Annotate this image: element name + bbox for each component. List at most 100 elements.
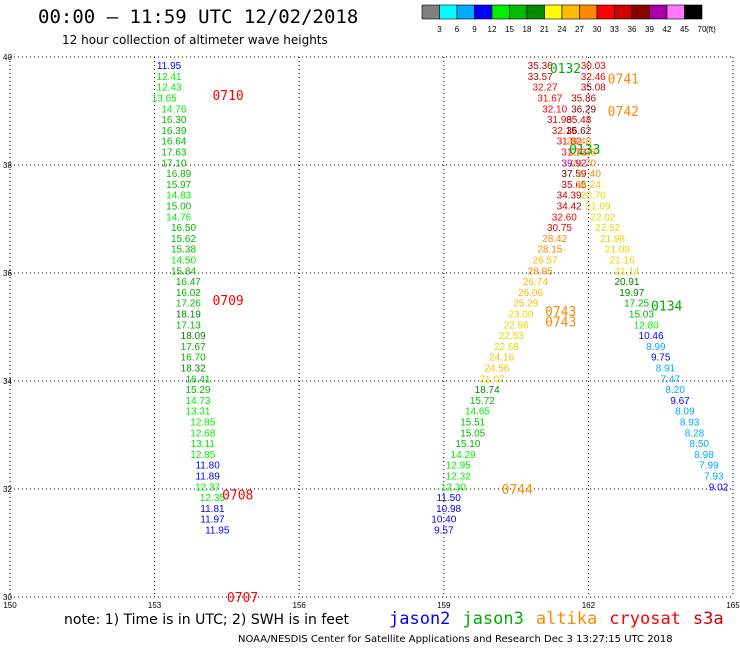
wave-height-value: 18.19 xyxy=(176,310,201,321)
wave-height-value: 30.03 xyxy=(581,61,606,72)
wave-height-value: 15.38 xyxy=(171,245,196,256)
wave-height-value: 13.31 xyxy=(185,407,210,418)
wave-height-value: 12.80 xyxy=(634,320,659,331)
wave-height-value: 21.14 xyxy=(614,266,639,277)
legend-entry: jason2 xyxy=(389,609,451,629)
colorbar-label: 6 xyxy=(455,25,460,34)
wave-height-value: 35.86 xyxy=(571,94,596,105)
wave-height-value: 16.89 xyxy=(166,169,191,180)
wave-height-value: 8.28 xyxy=(685,428,705,439)
legend-entry: cryosat xyxy=(609,609,681,629)
wave-height-value: 12.41 xyxy=(157,72,182,83)
x-tick-label: 150 xyxy=(3,601,17,610)
wave-height-value: 22.02 xyxy=(590,212,615,223)
pass-label: 0134 xyxy=(651,299,682,314)
wave-height-value: 10.46 xyxy=(639,331,664,342)
wave-height-value: 28.15 xyxy=(537,245,562,256)
footer-note: note: 1) Time is in UTC; 2) SWH is in fe… xyxy=(64,612,350,628)
wave-height-value: 29.70 xyxy=(571,158,596,169)
wave-height-value: 9.02 xyxy=(709,482,729,493)
wave-height-value: 11.95 xyxy=(205,526,230,537)
colorbar-label: 24 xyxy=(558,25,567,34)
wave-height-value: 21.07 xyxy=(479,374,504,385)
wave-height-value: 8.99 xyxy=(646,342,666,353)
colorbar-label: 39 xyxy=(645,25,654,34)
wave-height-value: 9.57 xyxy=(434,526,454,537)
wave-height-value: 7.93 xyxy=(704,472,724,483)
wave-height-value: 16.64 xyxy=(161,137,186,148)
wave-height-value: 15.05 xyxy=(460,428,485,439)
wave-height-value: 11.80 xyxy=(195,461,220,472)
wave-height-value: 13.11 xyxy=(191,439,216,450)
wave-height-value: 17.63 xyxy=(161,148,186,159)
wave-height-value: 17.10 xyxy=(161,158,186,169)
y-tick-label: 30 xyxy=(3,593,12,602)
colorbar-label: 36 xyxy=(628,25,637,34)
wave-height-value: 12.85 xyxy=(190,450,215,461)
wave-height-value: 15.97 xyxy=(166,180,191,191)
wave-height-value: 10.40 xyxy=(431,515,456,526)
wave-height-value: 7.99 xyxy=(699,461,719,472)
wave-height-value: 36.62 xyxy=(566,126,591,137)
wave-height-value: 13.65 xyxy=(152,94,177,105)
wave-height-value: 26.74 xyxy=(523,277,548,288)
legend: jason2 jason3 altika cryosat s3a xyxy=(389,609,736,629)
wave-height-value: 11.50 xyxy=(436,493,461,504)
wave-height-value: 15.03 xyxy=(629,310,654,321)
wave-height-value: 17.67 xyxy=(181,342,206,353)
wave-height-value: 15.51 xyxy=(460,418,485,429)
wave-height-value: 35.36 xyxy=(528,61,553,72)
wave-height-value: 26.57 xyxy=(533,256,558,267)
pass-label: 0707 xyxy=(227,591,258,606)
colorbar-unit: (ft) xyxy=(706,25,716,34)
wave-height-value: 14.50 xyxy=(171,256,196,267)
wave-height-value: 15.84 xyxy=(171,266,196,277)
colorbar-label: 9 xyxy=(472,25,477,34)
wave-height-value: 24.16 xyxy=(489,353,514,364)
wave-height-value: 16.50 xyxy=(171,223,196,234)
wave-height-value: 32.15 xyxy=(552,126,577,137)
wave-height-value: 12.32 xyxy=(446,472,471,483)
wave-height-value: 11.89 xyxy=(195,472,220,483)
wave-height-value: 21.16 xyxy=(610,256,635,267)
wave-height-value: 14.29 xyxy=(451,450,476,461)
wave-height-value: 8.09 xyxy=(675,407,695,418)
colorbar-label: 30 xyxy=(593,25,602,34)
wave-height-value: 15.29 xyxy=(185,385,210,396)
wave-height-value: 34.42 xyxy=(557,202,582,213)
wave-height-value: 14.76 xyxy=(166,212,191,223)
wave-height-value: 16.70 xyxy=(181,353,206,364)
wave-height-value: 31.67 xyxy=(537,94,562,105)
y-tick-label: 40 xyxy=(3,53,12,62)
wave-height-value: 14.83 xyxy=(166,191,191,202)
y-tick-label: 32 xyxy=(3,485,12,494)
wave-height-value: 10.98 xyxy=(436,504,461,515)
wave-height-value: 35.08 xyxy=(581,83,606,94)
wave-height-value: 14.65 xyxy=(465,407,490,418)
pass-label: 0743 xyxy=(545,316,576,331)
x-tick-label: 156 xyxy=(293,601,307,610)
wave-height-value: 15.62 xyxy=(171,234,196,245)
wave-height-value: 26.06 xyxy=(518,288,543,299)
wave-height-value: 31.96 xyxy=(547,115,572,126)
wave-height-value: 18.32 xyxy=(181,364,206,375)
wave-height-value: 31.73 xyxy=(561,148,586,159)
colorbar-label: 70 xyxy=(698,25,707,34)
colorbar-label: 42 xyxy=(663,25,672,34)
pass-label: 0742 xyxy=(608,105,639,120)
legend-entry: jason3 xyxy=(462,609,524,629)
wave-height-value: 17.13 xyxy=(176,320,201,331)
wave-height-value: 22.68 xyxy=(494,342,519,353)
wave-height-value: 22.70 xyxy=(581,191,606,202)
pass-label: 0133 xyxy=(569,143,600,158)
wave-height-value: 28.42 xyxy=(542,234,567,245)
wave-height-value: 12.35 xyxy=(200,493,225,504)
wave-height-value: 32.10 xyxy=(542,104,567,115)
wave-height-value: 31.82 xyxy=(557,137,582,148)
wave-height-value: 18.74 xyxy=(475,385,500,396)
wave-height-value: 12.85 xyxy=(190,418,215,429)
colorbar-label: 21 xyxy=(540,25,549,34)
wave-height-value: 11.81 xyxy=(200,504,225,515)
wave-height-value: 8.91 xyxy=(656,364,676,375)
